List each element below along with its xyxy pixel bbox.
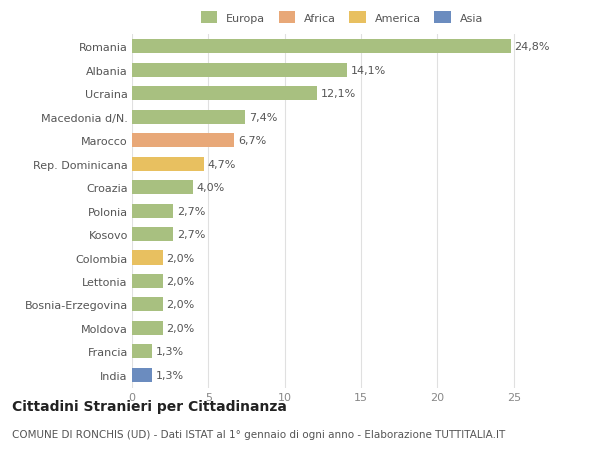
- Text: COMUNE DI RONCHIS (UD) - Dati ISTAT al 1° gennaio di ogni anno - Elaborazione TU: COMUNE DI RONCHIS (UD) - Dati ISTAT al 1…: [12, 429, 505, 439]
- Bar: [132, 204, 173, 218]
- Text: 1,3%: 1,3%: [155, 347, 184, 357]
- Text: Cittadini Stranieri per Cittadinanza: Cittadini Stranieri per Cittadinanza: [12, 399, 287, 413]
- Bar: [132, 368, 152, 382]
- Bar: [132, 87, 317, 101]
- Text: 14,1%: 14,1%: [351, 66, 386, 76]
- Bar: [132, 274, 163, 288]
- Bar: [132, 228, 173, 241]
- Text: 2,7%: 2,7%: [177, 206, 205, 216]
- Text: 1,3%: 1,3%: [155, 370, 184, 380]
- Bar: [132, 345, 152, 358]
- Bar: [132, 181, 193, 195]
- Bar: [132, 251, 163, 265]
- Text: 2,0%: 2,0%: [166, 276, 194, 286]
- Bar: [132, 134, 235, 148]
- Text: 4,0%: 4,0%: [197, 183, 225, 193]
- Text: 2,0%: 2,0%: [166, 323, 194, 333]
- Bar: [132, 111, 245, 124]
- Bar: [132, 298, 163, 312]
- Text: 24,8%: 24,8%: [515, 42, 550, 52]
- Text: 2,0%: 2,0%: [166, 300, 194, 310]
- Text: 12,1%: 12,1%: [320, 89, 356, 99]
- Text: 7,4%: 7,4%: [249, 112, 277, 123]
- Bar: [132, 64, 347, 78]
- Text: 2,0%: 2,0%: [166, 253, 194, 263]
- Text: 4,7%: 4,7%: [208, 159, 236, 169]
- Text: 6,7%: 6,7%: [238, 136, 266, 146]
- Bar: [132, 321, 163, 335]
- Legend: Europa, Africa, America, Asia: Europa, Africa, America, Asia: [196, 8, 488, 28]
- Bar: [132, 157, 204, 171]
- Text: 2,7%: 2,7%: [177, 230, 205, 240]
- Bar: [132, 40, 511, 54]
